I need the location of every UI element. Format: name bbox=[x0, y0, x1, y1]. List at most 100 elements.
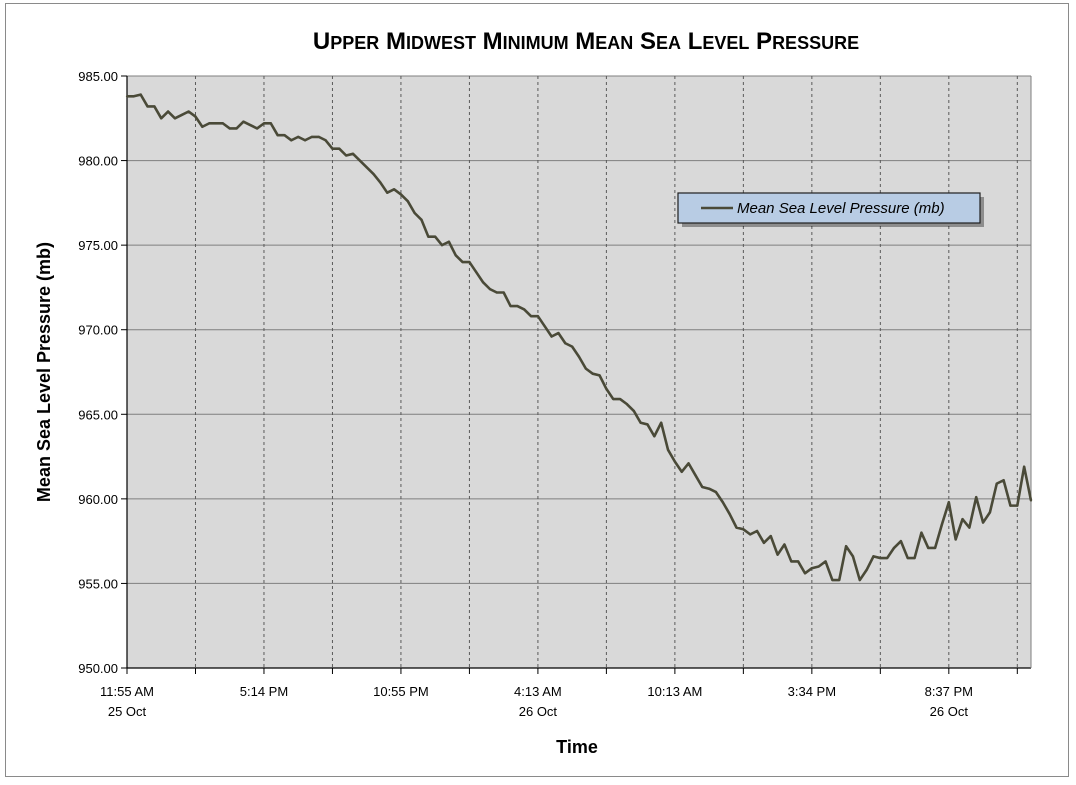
data-point bbox=[899, 540, 902, 543]
data-point bbox=[975, 496, 978, 499]
data-point bbox=[673, 460, 676, 463]
data-point bbox=[153, 105, 156, 108]
chart-title: UPPER MIDWEST MINIMUM MEAN SEA LEVEL PRE… bbox=[313, 28, 859, 55]
data-point bbox=[187, 110, 190, 113]
data-point bbox=[632, 409, 635, 412]
data-point bbox=[345, 154, 348, 157]
data-point bbox=[557, 332, 560, 335]
horizontal-gridlines bbox=[127, 75, 1031, 584]
y-tick-label: 965.00 bbox=[78, 407, 118, 422]
data-point bbox=[228, 127, 231, 130]
y-tick-label: 975.00 bbox=[78, 238, 118, 253]
data-point bbox=[125, 95, 129, 98]
data-point bbox=[310, 135, 314, 138]
data-point bbox=[303, 139, 307, 142]
data-point bbox=[913, 556, 916, 560]
data-point bbox=[598, 374, 601, 377]
data-point bbox=[201, 125, 204, 128]
data-point bbox=[625, 403, 629, 406]
data-point bbox=[324, 139, 327, 142]
y-tick-label: 950.00 bbox=[78, 661, 118, 676]
data-point bbox=[365, 166, 368, 169]
x-tick-label: 11:55 AM bbox=[100, 684, 154, 699]
data-point bbox=[797, 560, 800, 563]
data-point bbox=[701, 485, 704, 489]
data-point bbox=[495, 291, 498, 294]
data-point bbox=[865, 568, 868, 572]
data-point bbox=[420, 218, 423, 221]
data-point bbox=[269, 122, 272, 125]
data-point bbox=[173, 117, 177, 120]
data-point bbox=[838, 578, 841, 582]
data-point bbox=[660, 421, 663, 424]
data-point bbox=[1016, 504, 1019, 507]
data-point bbox=[981, 521, 985, 524]
data-point bbox=[509, 304, 512, 308]
data-point bbox=[803, 572, 807, 575]
data-point bbox=[872, 555, 875, 558]
data-point bbox=[262, 122, 266, 125]
data-point bbox=[680, 470, 683, 473]
data-point bbox=[536, 315, 540, 318]
data-point bbox=[214, 122, 218, 125]
data-point bbox=[468, 260, 471, 264]
y-tick-label: 970.00 bbox=[78, 323, 118, 338]
data-point bbox=[762, 541, 766, 544]
y-tick-labels: 950.00 955.00 960.00 965.00 970.00 975.00 980.… bbox=[78, 69, 118, 676]
x-tick-label: 10:13 AM bbox=[647, 684, 702, 699]
data-point bbox=[372, 173, 375, 176]
data-point bbox=[961, 518, 964, 521]
data-point bbox=[454, 254, 457, 257]
x-tick-labels: 11:55 AM 25 Oct 5:14 PM 10:55 PM 4:13 AM 26 O… bbox=[100, 684, 973, 719]
data-points bbox=[125, 93, 1033, 582]
data-point bbox=[708, 487, 711, 490]
data-point bbox=[954, 538, 957, 541]
data-point bbox=[399, 193, 403, 196]
data-point bbox=[906, 556, 909, 560]
data-point bbox=[413, 211, 416, 215]
data-point bbox=[783, 543, 786, 546]
data-point bbox=[571, 345, 574, 348]
chart: UPPER MIDWEST MINIMUM MEAN SEA LEVEL PRE… bbox=[34, 28, 1033, 757]
data-point bbox=[440, 244, 444, 247]
x-axis-title: Time bbox=[556, 737, 598, 757]
data-point bbox=[166, 110, 170, 113]
data-point bbox=[461, 260, 464, 264]
data-point bbox=[358, 159, 361, 162]
chart-frame: UPPER MIDWEST MINIMUM MEAN SEA LEVEL PRE… bbox=[5, 3, 1069, 777]
x-tick-label: 8:37 PM bbox=[925, 684, 973, 699]
y-tick-label: 980.00 bbox=[78, 154, 118, 169]
legend: Mean Sea Level Pressure (mb) bbox=[677, 192, 984, 227]
data-point bbox=[146, 105, 149, 108]
data-point bbox=[331, 147, 334, 150]
data-point bbox=[351, 152, 355, 155]
data-point bbox=[529, 315, 533, 318]
data-point bbox=[516, 304, 519, 308]
data-point bbox=[160, 117, 163, 120]
data-point bbox=[735, 526, 738, 529]
data-point bbox=[139, 93, 142, 96]
data-point bbox=[646, 423, 649, 426]
data-point bbox=[550, 335, 553, 338]
data-point bbox=[194, 115, 197, 118]
data-point bbox=[851, 555, 855, 558]
data-point bbox=[221, 122, 224, 125]
data-point bbox=[618, 397, 622, 401]
data-point bbox=[790, 560, 793, 563]
y-tick-label: 960.00 bbox=[78, 492, 118, 507]
data-point bbox=[755, 529, 759, 533]
data-point bbox=[824, 560, 827, 563]
data-point bbox=[940, 523, 944, 526]
data-point bbox=[434, 235, 437, 238]
data-point bbox=[297, 135, 300, 138]
data-point bbox=[934, 546, 937, 550]
x-tick-label: 5:14 PM bbox=[240, 684, 288, 699]
data-point bbox=[694, 474, 697, 477]
data-point bbox=[995, 482, 998, 485]
data-point bbox=[283, 134, 286, 137]
data-point bbox=[290, 139, 293, 142]
data-point bbox=[276, 134, 279, 137]
data-point bbox=[988, 511, 992, 514]
data-point bbox=[886, 556, 889, 560]
data-point bbox=[687, 462, 690, 465]
